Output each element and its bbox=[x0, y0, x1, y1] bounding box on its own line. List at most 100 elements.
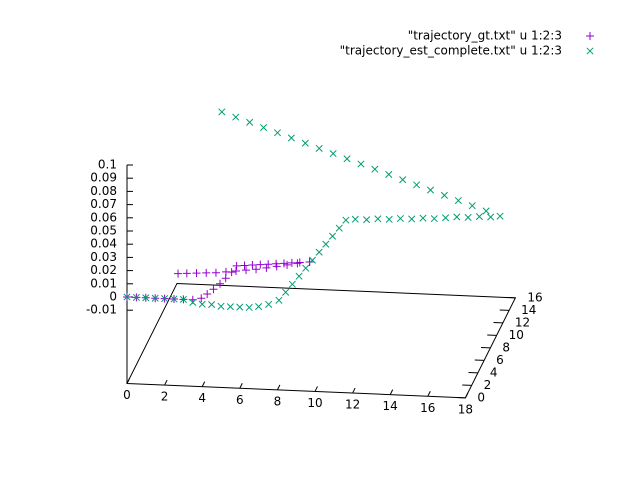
point bbox=[468, 202, 476, 210]
point bbox=[203, 290, 212, 299]
point bbox=[315, 144, 323, 152]
z-tick-label: 0.05 bbox=[90, 224, 117, 238]
x-tick-label: 14 bbox=[383, 399, 398, 413]
point bbox=[256, 260, 265, 269]
x-tick bbox=[314, 386, 318, 392]
point bbox=[275, 296, 283, 304]
point bbox=[430, 215, 438, 223]
point bbox=[236, 303, 244, 311]
y-tick-label: 14 bbox=[521, 303, 536, 317]
z-tick-label: -0.01 bbox=[86, 303, 117, 317]
point bbox=[226, 303, 234, 311]
z-tick-label: 0.06 bbox=[90, 210, 117, 224]
point bbox=[174, 269, 183, 278]
y-tick-label: 10 bbox=[509, 328, 524, 342]
point bbox=[252, 265, 261, 274]
point bbox=[482, 207, 490, 215]
y-tick-label: 12 bbox=[515, 315, 530, 329]
point bbox=[265, 300, 273, 308]
point bbox=[255, 303, 263, 311]
legend-symbol bbox=[586, 32, 594, 40]
point bbox=[208, 301, 216, 309]
point bbox=[328, 232, 337, 240]
x-tick bbox=[427, 391, 431, 397]
x-tick bbox=[201, 381, 206, 387]
point bbox=[189, 298, 197, 306]
point bbox=[240, 261, 249, 270]
point bbox=[264, 260, 273, 269]
point bbox=[161, 295, 169, 303]
z-tick-label: 0.03 bbox=[90, 250, 117, 264]
point bbox=[272, 262, 281, 271]
x-tick-label: 12 bbox=[345, 398, 360, 412]
point bbox=[408, 215, 416, 223]
point bbox=[385, 170, 393, 179]
x-tick-label: 16 bbox=[420, 401, 435, 415]
point bbox=[371, 165, 379, 173]
point bbox=[132, 293, 140, 301]
point bbox=[343, 155, 351, 163]
z-tick-label: 0.07 bbox=[90, 197, 117, 211]
point bbox=[209, 285, 218, 294]
x-tick-label: 2 bbox=[161, 390, 169, 404]
x-tick bbox=[239, 383, 243, 389]
x-tick-label: 6 bbox=[236, 393, 244, 407]
point bbox=[357, 160, 365, 168]
point bbox=[232, 113, 240, 121]
y-tick-label: 0 bbox=[477, 390, 485, 404]
point bbox=[192, 269, 201, 278]
point bbox=[202, 268, 211, 277]
point bbox=[308, 256, 316, 264]
point bbox=[197, 294, 206, 303]
point bbox=[302, 264, 310, 272]
point bbox=[335, 224, 343, 232]
point bbox=[419, 214, 427, 222]
x-tick bbox=[164, 379, 168, 386]
point bbox=[198, 300, 206, 308]
point bbox=[496, 212, 504, 220]
point bbox=[322, 240, 330, 248]
point bbox=[232, 261, 241, 270]
point bbox=[329, 150, 337, 158]
y-tick-label: 4 bbox=[490, 365, 498, 379]
point bbox=[440, 191, 448, 199]
point bbox=[123, 293, 131, 301]
point bbox=[464, 213, 472, 221]
point bbox=[151, 294, 159, 302]
legend-label: "trajectory_gt.txt" u 1:2:3 bbox=[408, 29, 562, 43]
legend-label: "trajectory_est_complete.txt" u 1:2:3 bbox=[340, 44, 562, 58]
z-tick-label: 0.09 bbox=[90, 171, 117, 185]
point bbox=[454, 196, 462, 205]
point bbox=[413, 181, 421, 189]
point bbox=[396, 214, 404, 223]
point bbox=[342, 216, 350, 224]
point bbox=[221, 267, 230, 276]
point bbox=[182, 269, 191, 278]
point bbox=[262, 263, 271, 272]
y-tick-label: 2 bbox=[484, 378, 492, 392]
x-tick bbox=[276, 384, 281, 391]
point bbox=[305, 258, 314, 267]
x-tick-label: 8 bbox=[274, 394, 282, 408]
point bbox=[142, 294, 150, 302]
x-tick-label: 10 bbox=[307, 396, 322, 410]
y-tick-label: 8 bbox=[502, 340, 510, 354]
point bbox=[453, 213, 461, 221]
point bbox=[385, 215, 393, 223]
point bbox=[315, 248, 323, 256]
z-tick-label: 0 bbox=[109, 290, 117, 304]
point bbox=[211, 268, 220, 277]
z-tick-label: 0.08 bbox=[90, 184, 117, 198]
point bbox=[293, 259, 302, 268]
x-tick-label: 18 bbox=[458, 402, 473, 416]
point bbox=[179, 295, 187, 303]
point bbox=[351, 215, 359, 223]
point bbox=[374, 215, 382, 223]
z-tick-label: 0.01 bbox=[90, 276, 117, 290]
point bbox=[295, 272, 303, 280]
x-tick bbox=[126, 378, 130, 384]
point bbox=[242, 266, 251, 275]
point bbox=[363, 216, 371, 224]
x-tick bbox=[389, 389, 394, 395]
